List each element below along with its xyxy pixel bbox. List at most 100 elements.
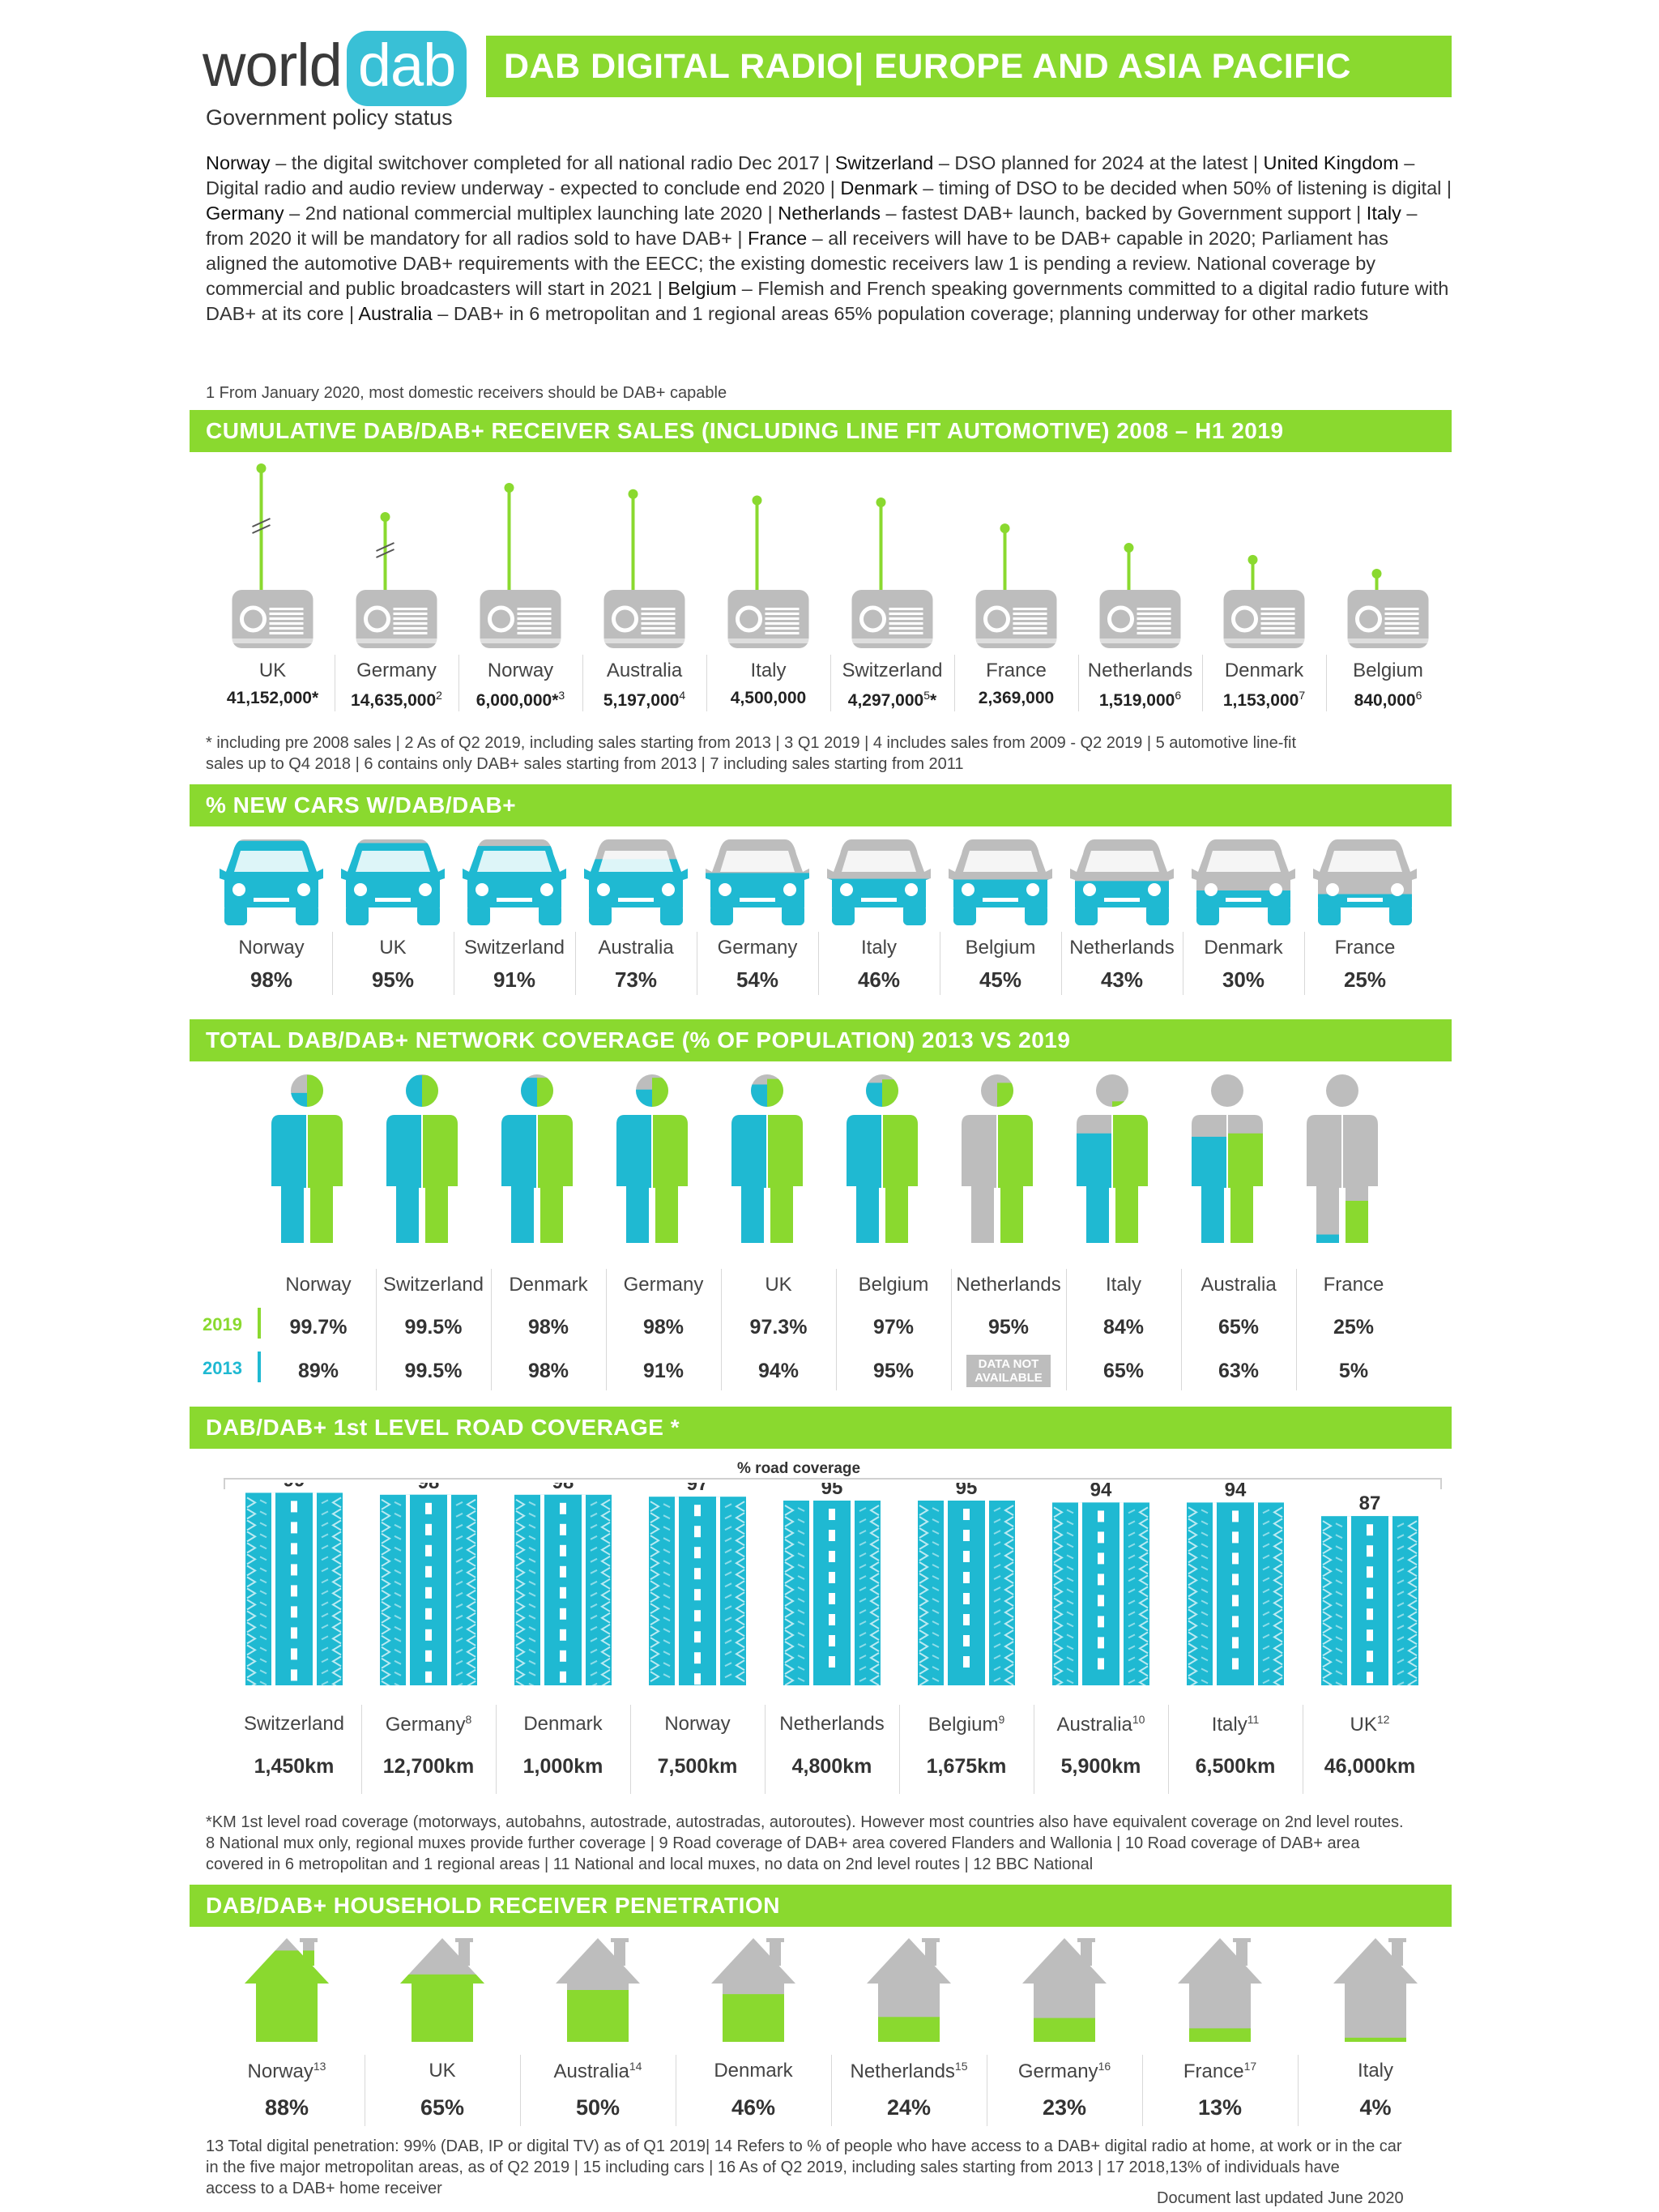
sales-value-label: 840,0006	[1354, 689, 1422, 710]
road-divider	[765, 1705, 766, 1794]
sales-country-label: Germany	[356, 660, 437, 681]
sales-divider	[706, 655, 707, 711]
page-title: DAB DIGITAL RADIO| EUROPE AND ASIA PACIF…	[486, 36, 1452, 97]
radio-icon	[1099, 543, 1181, 648]
house-icon	[1178, 1938, 1262, 2042]
policy-text-segment: – DAB+ in 6 metropolitan and 1 regional …	[432, 303, 1369, 324]
not-available-badge: DATA NOT AVAILABLE	[966, 1355, 1051, 1387]
road-km-label: 6,500km	[1195, 1755, 1276, 1778]
coverage-2019-value: 84%	[1102, 1316, 1145, 1339]
policy-text-segment: – fastest DAB+ launch, backed by Governm…	[880, 203, 1367, 224]
sales-country-label: Denmark	[1224, 660, 1304, 681]
road-km-label: 12,700km	[382, 1755, 475, 1778]
coverage-divider	[606, 1269, 607, 1390]
household-country-label: UK	[429, 2060, 456, 2082]
cars-divider	[575, 932, 576, 995]
cars-divider	[332, 932, 333, 995]
household-value-label: 23%	[1042, 2095, 1087, 2120]
household-footnote-3: access to a DAB+ home receiver	[206, 2180, 442, 2197]
road-bar	[783, 1501, 881, 1686]
household-country-label: Netherlands15	[850, 2060, 968, 2082]
policy-country: Belgium	[667, 278, 737, 299]
road-country-label: UK12	[1350, 1713, 1390, 1736]
person-icon	[616, 1074, 688, 1243]
car-icon	[220, 839, 323, 925]
road-bar	[245, 1492, 343, 1690]
policy-country: Italy	[1366, 203, 1401, 224]
road-km-label: 5,900km	[1060, 1755, 1141, 1778]
coverage-country-label: UK	[765, 1274, 792, 1296]
road-percent-label: 87	[1359, 1492, 1381, 1514]
coverage-2013-value: 63%	[1218, 1360, 1260, 1382]
car-icon	[706, 839, 809, 925]
road-country-label: Netherlands	[779, 1713, 885, 1735]
policy-country: Australia	[358, 303, 433, 324]
road-divider	[496, 1705, 497, 1794]
policy-text-segment: – Digital radio and audio review underwa…	[206, 152, 1415, 199]
road-footnote-3: covered in 6 metropolitan and 1 regional…	[206, 1855, 1094, 1873]
policy-country: France	[748, 228, 808, 249]
house-icon	[1333, 1938, 1418, 2042]
cars-divider	[1304, 932, 1305, 995]
coverage-2013-value: 99.5%	[404, 1360, 463, 1382]
road-km-label: 7,500km	[657, 1755, 738, 1778]
policy-country: Norway	[206, 152, 271, 173]
sales-country-label: UK	[258, 660, 287, 681]
sales-country-label: Australia	[606, 660, 683, 681]
sales-footnote-1: * including pre 2008 sales | 2 As of Q2 …	[206, 734, 1297, 752]
person-icon	[1077, 1074, 1148, 1243]
radio-icon	[480, 483, 561, 648]
coverage-country-label: Netherlands	[956, 1274, 1061, 1296]
household-footnote-2: in the five major metropolitan areas, as…	[206, 2159, 1340, 2176]
road-footnote-1: *KM 1st level road coverage (motorways, …	[206, 1813, 1404, 1831]
car-icon	[341, 839, 445, 925]
road-km-label: 1,675km	[926, 1755, 1007, 1778]
coverage-country-label: Italy	[1105, 1274, 1141, 1296]
road-divider	[361, 1705, 362, 1794]
road-country-label: Belgium9	[928, 1713, 1005, 1736]
cars-section-title: % NEW CARS W/DAB/DAB+	[190, 784, 1452, 826]
household-value-label: 50%	[575, 2095, 621, 2120]
legend-2019: 2019	[203, 1314, 242, 1334]
road-country-label: Australia10	[1056, 1713, 1145, 1736]
legend-2013: 2013	[203, 1358, 242, 1378]
sales-country-label: Netherlands	[1087, 660, 1193, 681]
sales-value-label: 4,297,0005*	[847, 689, 937, 710]
policy-text-segment: – 2nd national commercial multiplex laun…	[284, 203, 778, 224]
coverage-2019-value: 97%	[872, 1316, 915, 1339]
household-country-label: Germany16	[1017, 2060, 1111, 2082]
legend-2013-swatch	[258, 1352, 261, 1382]
road-country-label: Switzerland	[243, 1713, 345, 1735]
coverage-2013-value: 98%	[527, 1360, 569, 1382]
house-icon	[556, 1938, 640, 2042]
household-divider	[1142, 2055, 1143, 2126]
car-icon	[584, 839, 688, 925]
coverage-divider	[491, 1269, 492, 1390]
road-bar	[1052, 1502, 1149, 1689]
road-percent-label: 94	[1090, 1483, 1112, 1501]
cars-country-label: Switzerland	[463, 937, 565, 959]
cars-value-label: 95%	[371, 967, 415, 992]
road-axis-bracket	[224, 1478, 1442, 1489]
coverage-2013-value: 65%	[1102, 1360, 1145, 1382]
household-footnote-1: 13 Total digital penetration: 99% (DAB, …	[206, 2137, 1402, 2155]
road-country-label: Italy11	[1211, 1713, 1260, 1736]
radio-icon	[603, 489, 685, 648]
person-icon	[1307, 1074, 1378, 1243]
house-icon	[867, 1938, 951, 2042]
road-bar	[1321, 1516, 1418, 1691]
coverage-divider	[951, 1269, 952, 1390]
policy-footnote: 1 From January 2020, most domestic recei…	[206, 384, 727, 402]
road-percent-label: 98	[552, 1483, 574, 1493]
coverage-divider	[836, 1269, 837, 1390]
road-bar	[1187, 1502, 1284, 1689]
policy-country: Germany	[206, 203, 284, 224]
road-country-label: Norway	[664, 1713, 731, 1735]
coverage-2019-value: 25%	[1333, 1316, 1375, 1339]
sales-value-label: 4,500,000	[730, 689, 807, 707]
coverage-country-label: Denmark	[509, 1274, 588, 1296]
cars-value-label: 30%	[1222, 967, 1265, 992]
radio-icon	[727, 495, 809, 648]
coverage-divider	[1296, 1269, 1297, 1390]
coverage-divider	[721, 1269, 722, 1390]
